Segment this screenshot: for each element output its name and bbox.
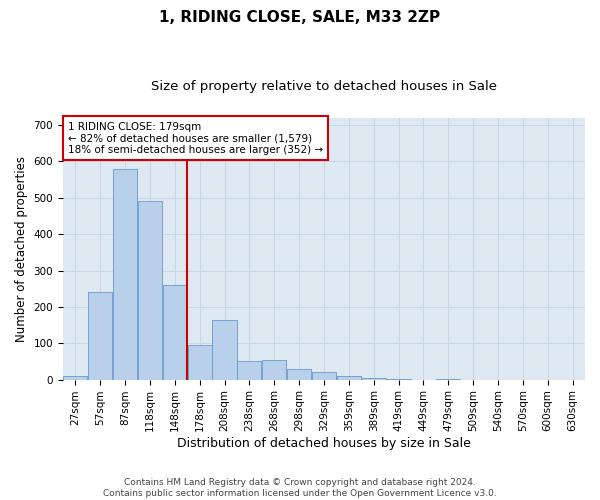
Bar xyxy=(337,376,361,380)
X-axis label: Distribution of detached houses by size in Sale: Distribution of detached houses by size … xyxy=(177,437,471,450)
Bar xyxy=(63,376,88,380)
Bar xyxy=(88,292,112,380)
Bar xyxy=(113,168,137,380)
Bar xyxy=(238,362,262,380)
Bar xyxy=(212,320,236,380)
Text: 1, RIDING CLOSE, SALE, M33 2ZP: 1, RIDING CLOSE, SALE, M33 2ZP xyxy=(160,10,440,25)
Bar xyxy=(262,360,286,380)
Title: Size of property relative to detached houses in Sale: Size of property relative to detached ho… xyxy=(151,80,497,93)
Bar xyxy=(312,372,336,380)
Bar xyxy=(287,368,311,380)
Bar xyxy=(163,285,187,380)
Text: Contains HM Land Registry data © Crown copyright and database right 2024.
Contai: Contains HM Land Registry data © Crown c… xyxy=(103,478,497,498)
Bar xyxy=(188,345,212,380)
Bar xyxy=(386,379,410,380)
Text: 1 RIDING CLOSE: 179sqm
← 82% of detached houses are smaller (1,579)
18% of semi-: 1 RIDING CLOSE: 179sqm ← 82% of detached… xyxy=(68,122,323,155)
Bar xyxy=(138,202,162,380)
Bar xyxy=(362,378,386,380)
Y-axis label: Number of detached properties: Number of detached properties xyxy=(15,156,28,342)
